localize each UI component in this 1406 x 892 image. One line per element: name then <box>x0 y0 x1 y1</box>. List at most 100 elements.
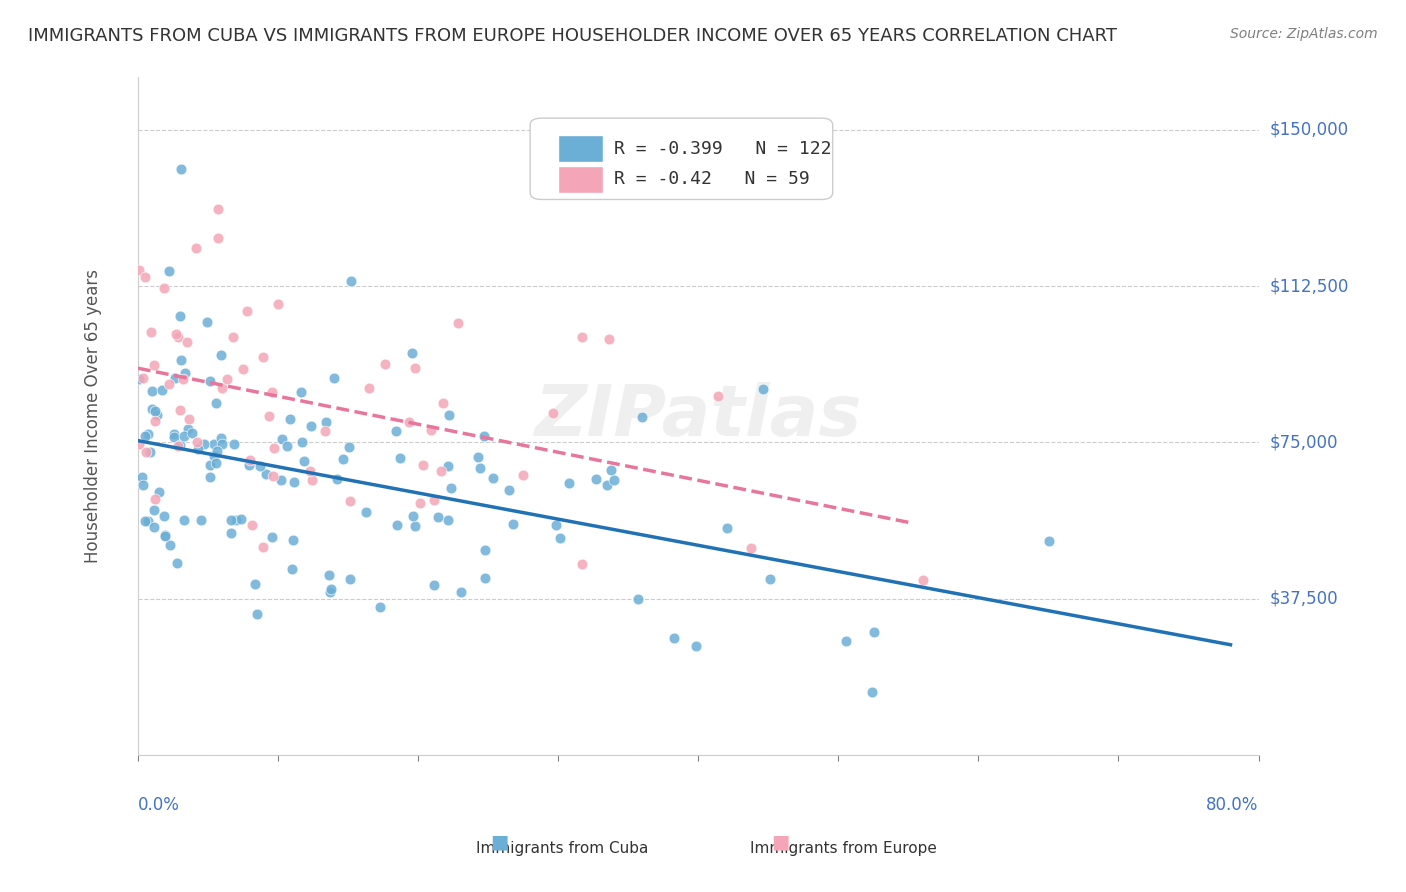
Point <box>205 395 228 409</box>
Point <box>337 440 360 454</box>
Text: $150,000: $150,000 <box>1270 120 1348 138</box>
Point <box>163 370 186 384</box>
Point <box>181 425 204 440</box>
Text: R = -0.399   N = 122: R = -0.399 N = 122 <box>614 140 832 158</box>
Text: ZIPatlas: ZIPatlas <box>534 382 862 450</box>
Point <box>222 330 245 344</box>
Point <box>157 377 180 392</box>
Point <box>412 458 434 473</box>
Point <box>751 382 773 396</box>
Point <box>141 402 163 417</box>
Point <box>323 370 346 384</box>
Point <box>404 360 426 375</box>
Point <box>198 374 221 388</box>
Point <box>357 381 380 395</box>
Point <box>374 357 396 371</box>
Point <box>232 361 254 376</box>
Point <box>281 561 304 575</box>
Point <box>215 372 238 386</box>
Point <box>498 483 520 497</box>
Text: Householder Income Over 65 years: Householder Income Over 65 years <box>84 269 103 564</box>
Point <box>468 461 491 475</box>
Point <box>437 513 460 527</box>
Point <box>314 424 336 438</box>
Point <box>170 352 193 367</box>
Point <box>299 418 322 433</box>
Text: ■: ■ <box>770 833 790 852</box>
Point <box>202 449 225 463</box>
Text: $112,500: $112,500 <box>1270 277 1350 295</box>
Point <box>270 473 292 487</box>
Point <box>385 517 408 532</box>
Point <box>440 481 463 495</box>
Point <box>205 443 228 458</box>
Point <box>207 231 229 245</box>
Point <box>292 454 315 468</box>
Point <box>231 512 253 526</box>
Point <box>200 458 222 472</box>
Point <box>404 518 426 533</box>
Point <box>219 513 242 527</box>
Point <box>141 326 163 340</box>
Point <box>143 414 166 428</box>
Point <box>332 451 354 466</box>
Point <box>319 582 342 596</box>
Point <box>598 332 620 346</box>
Point <box>472 429 495 443</box>
Point <box>179 412 201 426</box>
Point <box>571 330 593 344</box>
Point <box>429 463 451 477</box>
Point <box>270 432 292 446</box>
Point <box>132 478 155 492</box>
Point <box>211 437 233 451</box>
Point <box>225 513 247 527</box>
Point <box>169 438 191 452</box>
Point <box>716 521 738 535</box>
Point <box>541 406 564 420</box>
Point <box>512 467 534 482</box>
Point <box>134 429 156 443</box>
Point <box>159 264 181 278</box>
Point <box>150 384 173 398</box>
Point <box>141 384 163 398</box>
Point <box>398 415 420 429</box>
Point <box>685 639 707 653</box>
Text: $37,500: $37,500 <box>1270 590 1339 608</box>
Point <box>135 445 157 459</box>
Point <box>298 464 321 478</box>
Point <box>474 543 496 558</box>
Point <box>602 473 624 487</box>
Point <box>423 492 446 507</box>
Point <box>209 431 232 445</box>
Point <box>409 496 432 510</box>
Point <box>254 467 277 482</box>
Point <box>550 531 572 545</box>
Point <box>290 385 312 400</box>
Point <box>544 518 567 533</box>
Point <box>402 508 425 523</box>
Point <box>165 327 187 342</box>
Point <box>136 426 159 441</box>
Point <box>169 309 191 323</box>
Point <box>177 422 200 436</box>
Point <box>262 469 284 483</box>
Point <box>339 572 361 586</box>
Point <box>318 568 340 582</box>
Point <box>368 599 391 614</box>
Point <box>243 576 266 591</box>
Point <box>169 403 191 417</box>
Point <box>860 684 883 698</box>
Point <box>571 557 593 571</box>
Point <box>207 202 229 217</box>
Point <box>146 408 169 422</box>
Point <box>450 584 472 599</box>
Point <box>132 370 155 384</box>
Point <box>173 429 195 443</box>
Point <box>153 528 176 542</box>
Point <box>502 517 524 532</box>
Point <box>1038 533 1060 548</box>
Text: Immigrants from Europe: Immigrants from Europe <box>751 841 936 856</box>
Text: 80.0%: 80.0% <box>1206 796 1258 814</box>
Text: $75,000: $75,000 <box>1270 434 1339 451</box>
Point <box>134 514 156 528</box>
